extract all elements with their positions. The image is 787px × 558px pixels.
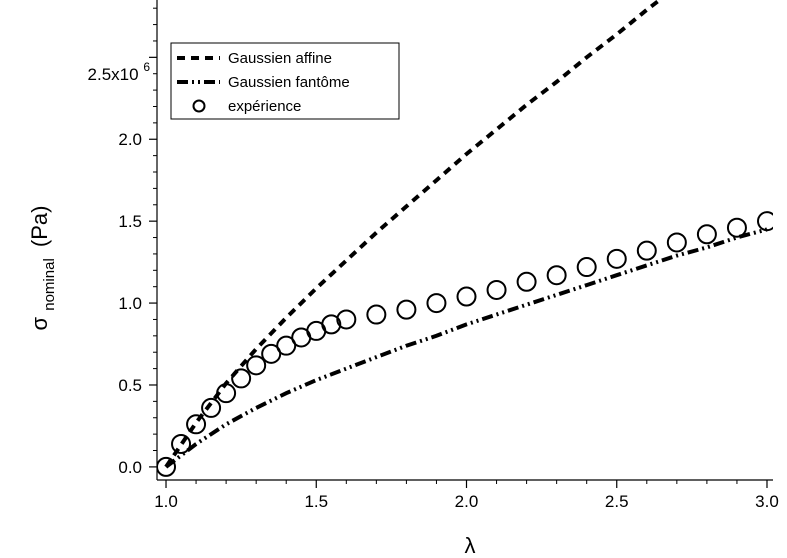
data-point-exp-rience [396,299,417,320]
y-tick-label: 0.5 [118,376,142,395]
x-tick-label: 3.0 [755,492,779,511]
series-line-gaussien-fant-me [164,227,768,469]
x-tick-label: 1.5 [304,492,328,511]
data-point-exp-rience [486,279,507,300]
data-point-exp-rience [261,343,282,364]
y-axis-title: σ nominal (Pa) [27,206,59,331]
y-multiplier-label: 2.5x10 6 [88,60,151,84]
data-point-exp-rience [231,368,252,389]
y-tick-label: 0.0 [118,458,142,477]
data-point-exp-rience [726,217,747,238]
data-point-exp-rience [366,304,387,325]
data-point-exp-rience [186,414,207,435]
svg-text:σ nominal (Pa): σ nominal (Pa) [27,206,59,331]
data-point-exp-rience [426,293,447,314]
legend-label-experience: expérience [228,98,301,115]
y-axis-title-unit: (Pa) [27,206,52,248]
data-point-exp-rience [696,224,717,245]
y-tick-label: 2.0 [118,130,142,149]
data-point-exp-rience [336,309,357,330]
data-point-exp-rience [636,240,657,261]
series-line-gaussien-affine [164,0,663,469]
y-tick-label: 1.5 [118,212,142,231]
legend: Gaussien affine Gaussien fantôme expérie… [170,42,400,120]
legend-label-gaussien-affine: Gaussien affine [228,50,332,67]
y-axis-title-symbol: σ [27,316,52,330]
data-point-exp-rience [276,335,297,356]
legend-label-gaussien-fantome: Gaussien fantôme [228,74,350,91]
data-point-exp-rience [756,211,773,232]
data-point-exp-rience [666,232,687,253]
y-multiplier-exponent: 6 [143,60,150,74]
legend-marker-experience [192,99,206,113]
x-axis-title: λ [465,533,476,558]
data-point-exp-rience [246,355,267,376]
series-layer [157,0,773,477]
data-point-exp-rience [576,257,597,278]
y-multiplier-base: 2.5x10 [88,65,139,84]
data-point-exp-rience [321,314,342,335]
y-axis-title-subscript: nominal [41,258,58,311]
data-point-exp-rience [216,383,237,404]
data-point-exp-rience [516,271,537,292]
data-point-exp-rience [456,286,477,307]
x-tick-label: 2.5 [605,492,629,511]
data-point-exp-rience [171,433,192,454]
data-point-exp-rience [606,248,627,269]
data-point-exp-rience [546,265,567,286]
x-tick-label: 2.0 [455,492,479,511]
x-tick-label: 1.0 [154,492,178,511]
data-point-exp-rience [201,397,222,418]
axes-layer: 1.0 1.5 2.0 2.5 3.0 0.0 0.5 1.0 1.5 2.0 [118,0,779,511]
y-tick-label: 1.0 [118,294,142,313]
